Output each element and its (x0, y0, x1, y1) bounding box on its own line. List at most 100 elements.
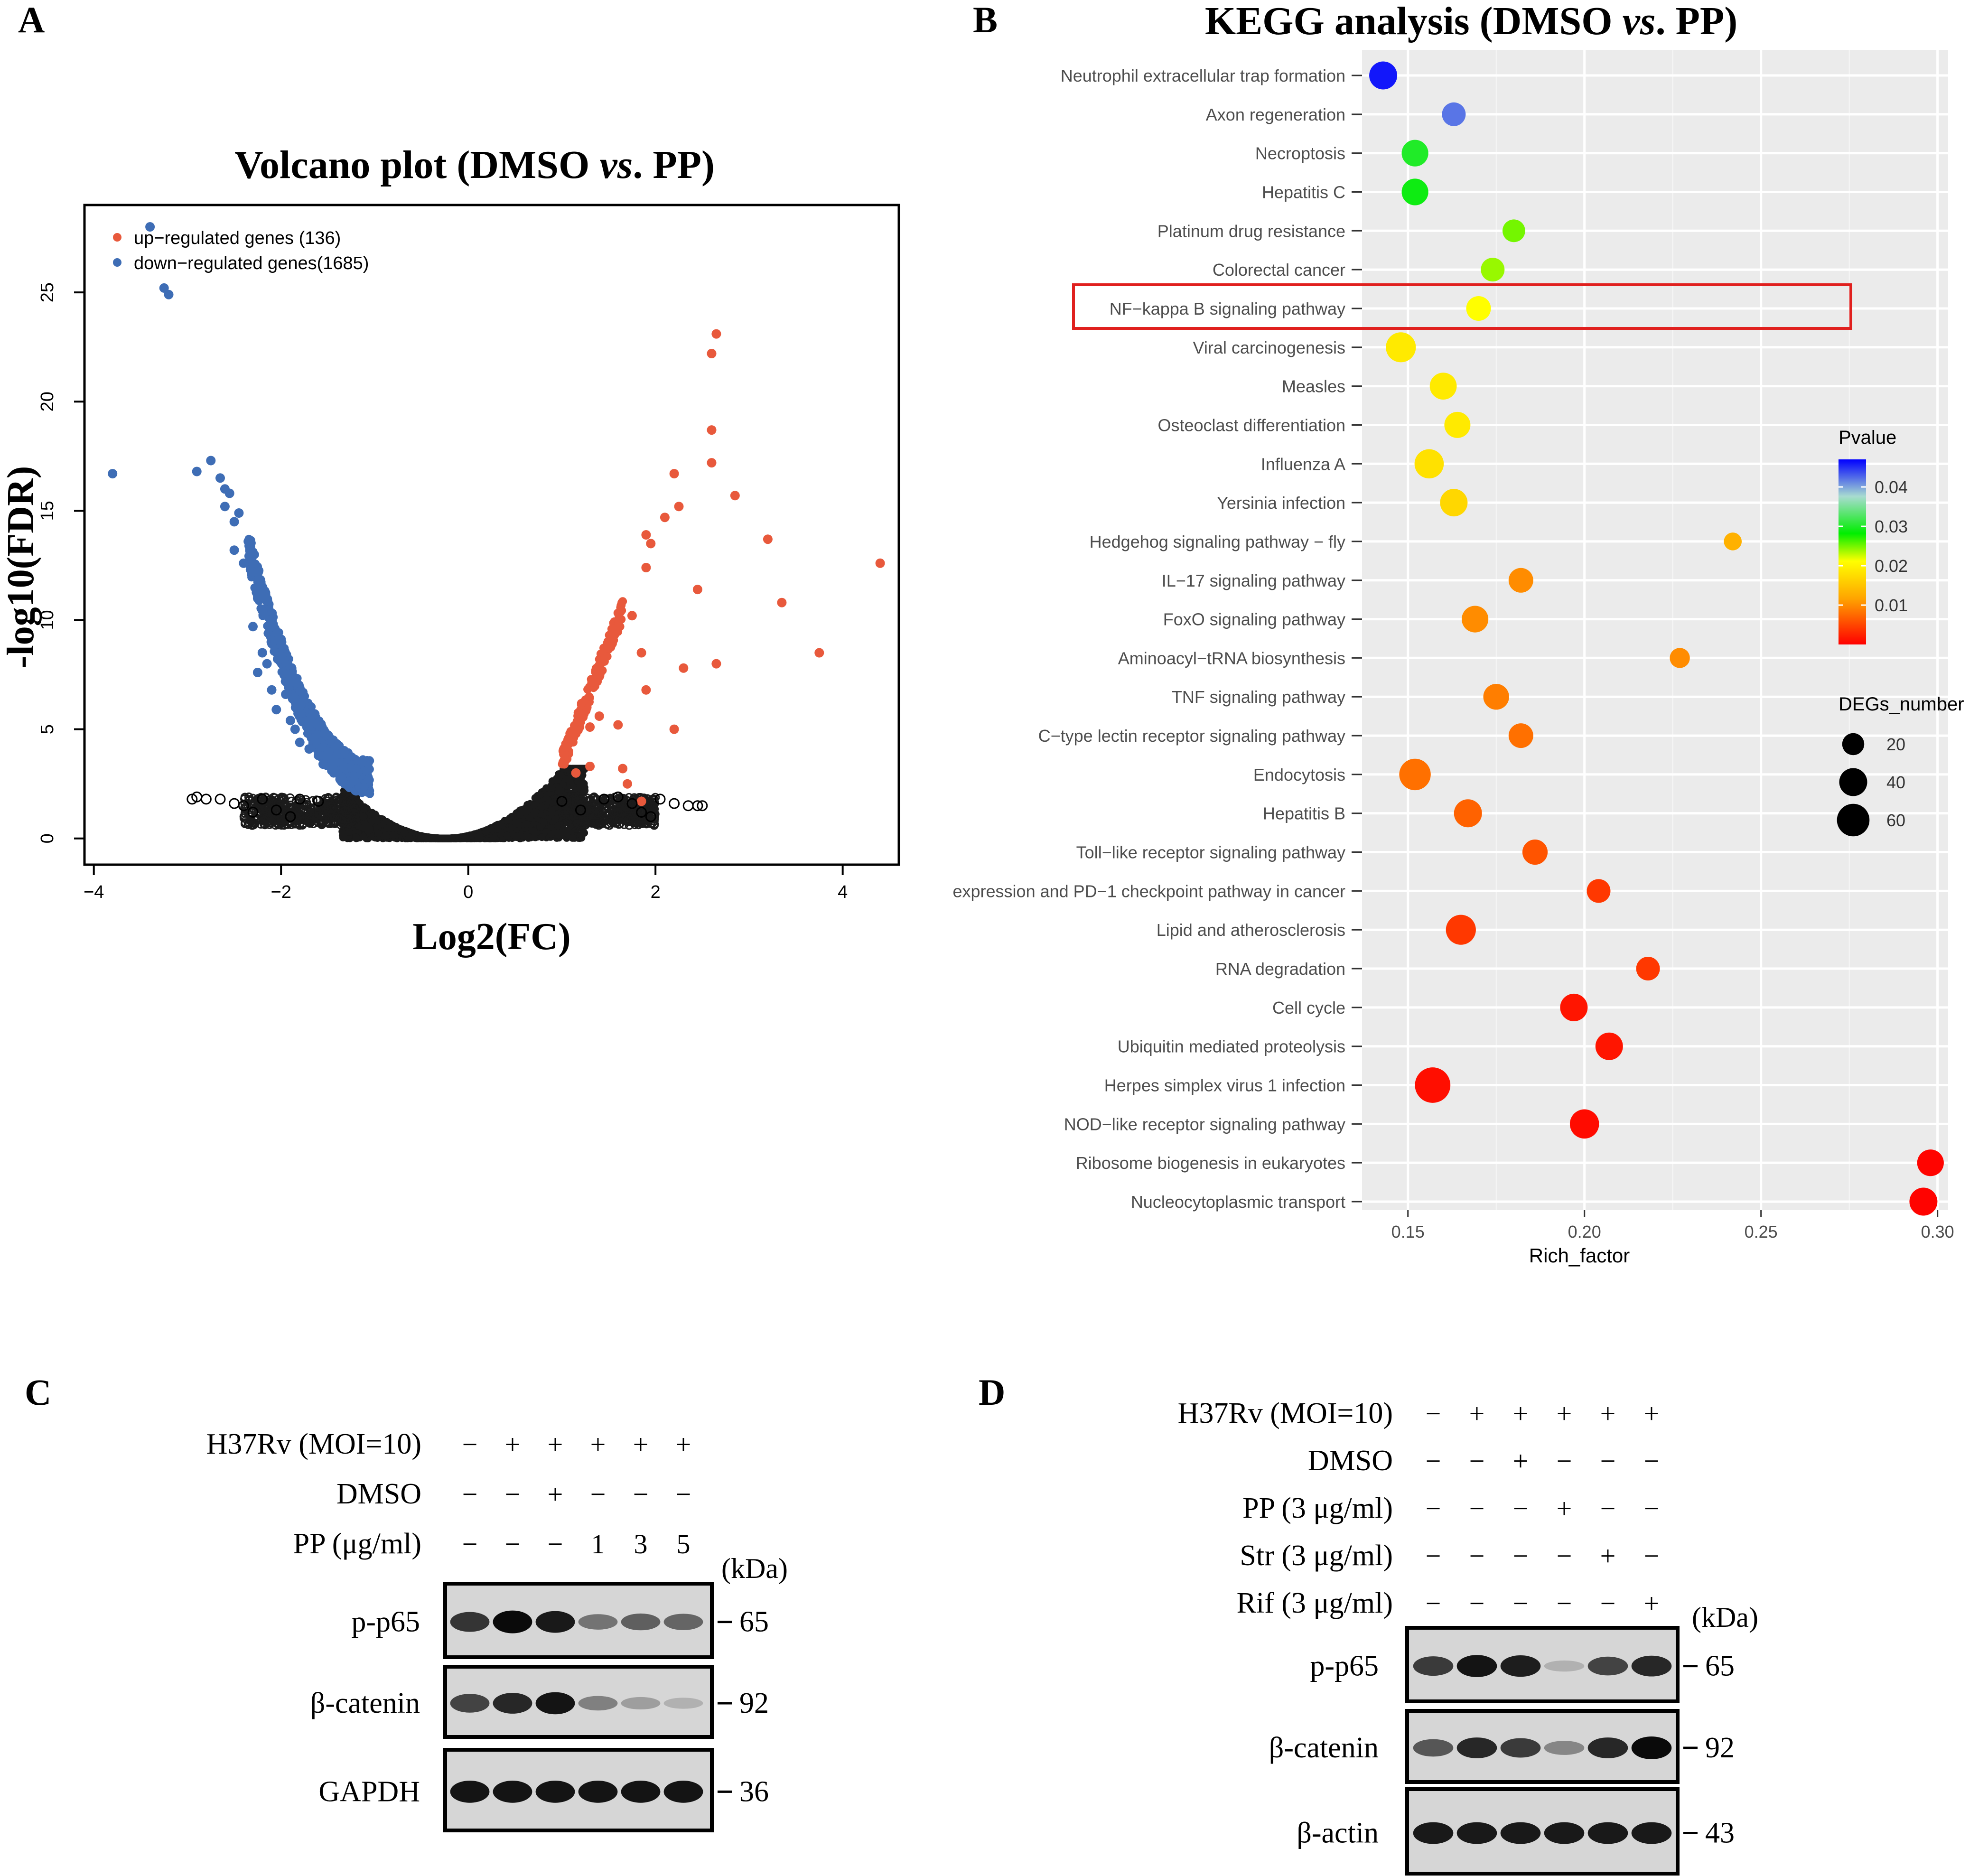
volcano-down-point (295, 687, 304, 696)
kegg-pathway-label: Herpes simplex virus 1 infection (1104, 1076, 1345, 1095)
volcano-nonsig-point (271, 804, 282, 816)
volcano-cloud-point (332, 793, 341, 802)
volcano-x-tick-label: 0 (463, 882, 473, 902)
volcano-nonsig-point (697, 800, 708, 812)
kegg-pathway-label: Viral carcinogenesis (1193, 338, 1345, 357)
volcano-cloud-point (246, 817, 256, 826)
volcano-y-tick-label: 0 (37, 833, 57, 843)
volcano-cloud-point (569, 834, 577, 842)
volcano-cloud-point (347, 805, 357, 815)
volcano-cloud-point (648, 818, 657, 828)
volcano-down-point (360, 782, 369, 791)
kegg-pathway-label: Aminoacyl−tRNA biosynthesis (1118, 648, 1345, 668)
volcano-down-point (252, 593, 262, 603)
blot-sign: − (462, 1429, 478, 1460)
volcano-cloud-point (532, 795, 541, 803)
blot-protein-label: p-p65 (1310, 1650, 1379, 1682)
blot-kda-value: 92 (739, 1687, 769, 1719)
volcano-nonsig-point (645, 811, 656, 822)
blot-band (663, 1698, 703, 1709)
kegg-pathway-label: RNA degradation (1215, 959, 1345, 979)
volcano-cloud-point (382, 831, 390, 840)
kegg-pathway-label: Lipid and atherosclerosis (1157, 920, 1345, 940)
volcano-cloud-point (540, 818, 548, 826)
volcano-cloud-point (648, 795, 658, 805)
blot-sign: + (1513, 1398, 1529, 1429)
volcano-cloud-point (349, 804, 358, 813)
kegg-pathway-label: Toll−like receptor signaling pathway (1076, 843, 1345, 862)
volcano-down-point (159, 283, 169, 293)
volcano-down-point (285, 716, 295, 726)
blot-band (1631, 1822, 1672, 1844)
volcano-cloud-point (530, 801, 538, 809)
blot-sign: − (1600, 1588, 1616, 1619)
volcano-down-point (252, 668, 262, 677)
pvalue-legend-title: Pvalue (1839, 427, 1896, 448)
volcano-up-point (641, 530, 651, 540)
kegg-pathway-label: Necroptosis (1255, 144, 1345, 163)
volcano-cloud-point (337, 797, 347, 807)
blot-band (578, 1696, 618, 1711)
blot-sign: + (1600, 1398, 1616, 1429)
volcano-up-point (692, 585, 702, 595)
volcano-nonsig-point (200, 793, 212, 805)
volcano-up-point (603, 644, 612, 653)
blot-sign: + (1644, 1398, 1660, 1429)
volcano-nonsig-point (285, 811, 296, 822)
volcano-cloud-point (461, 833, 469, 841)
volcano-down-point (352, 764, 361, 773)
volcano-down-point (281, 690, 291, 699)
volcano-up-point (777, 597, 787, 607)
blot-kda-value: 36 (739, 1775, 769, 1808)
blot-band (450, 1781, 490, 1803)
volcano-cloud-point (467, 831, 475, 840)
blot-sign: − (1513, 1588, 1529, 1619)
kegg-pathway-label: FoxO signaling pathway (1163, 610, 1345, 629)
volcano-cloud-point (613, 809, 623, 818)
blot-sign: − (1513, 1493, 1529, 1524)
volcano-title: Volcano plot (DMSO vs. PP) (234, 143, 715, 187)
degs-legend-label: 60 (1886, 811, 1905, 830)
volcano-cloud-point (313, 802, 323, 812)
volcano-cloud-point (345, 828, 353, 836)
kegg-dot (1444, 411, 1471, 438)
kegg-x-tick-label: 0.30 (1921, 1222, 1954, 1241)
volcano-up-point (679, 663, 689, 673)
kegg-pathway-label: Nucleocytoplasmic transport (1131, 1192, 1345, 1212)
volcano-down-point (243, 536, 253, 546)
volcano-down-point (270, 636, 279, 645)
blot-sign: − (1513, 1540, 1529, 1571)
blot-sign: − (1469, 1446, 1485, 1476)
volcano-cloud-point (557, 787, 565, 795)
kegg-pathway-label: TNF signaling pathway (1172, 687, 1345, 707)
blot-band (1587, 1656, 1628, 1676)
volcano-cloud-point (270, 804, 280, 813)
blot-sign: + (1557, 1493, 1572, 1524)
volcano-cloud-point (557, 831, 565, 839)
blot-band (450, 1612, 490, 1632)
volcano-cloud-point (523, 820, 530, 828)
volcano-down-point (318, 743, 327, 752)
kegg-pathway-label: Colorectal cancer (1213, 260, 1345, 280)
blot-sign: − (1557, 1540, 1572, 1571)
blot-sign: + (633, 1429, 649, 1460)
volcano-up-point (605, 631, 614, 640)
volcano-up-point (707, 458, 717, 468)
volcano-cloud-point (368, 817, 376, 825)
volcano-cloud-point (301, 802, 311, 811)
kegg-dot (1369, 61, 1398, 90)
blot-sign: + (1557, 1398, 1572, 1429)
blot-band (578, 1614, 618, 1630)
volcano-down-point (206, 456, 216, 466)
volcano-down-point (108, 469, 118, 479)
volcano-cloud-point (448, 834, 456, 842)
kegg-pathway-label: Neutrophil extracellular trap formation (1061, 66, 1345, 85)
volcano-down-point (215, 473, 225, 483)
kegg-plot: KEGG analysis (DMSO vs. PP) Neutrophil e… (953, 0, 1964, 1267)
pvalue-legend-ticks: 0.040.030.020.01 (1839, 477, 1908, 615)
blot-sign: − (633, 1479, 649, 1510)
panel-letter-d: D (979, 1372, 1005, 1413)
volcano-down-point (229, 545, 239, 555)
volcano-up-point (646, 539, 656, 549)
